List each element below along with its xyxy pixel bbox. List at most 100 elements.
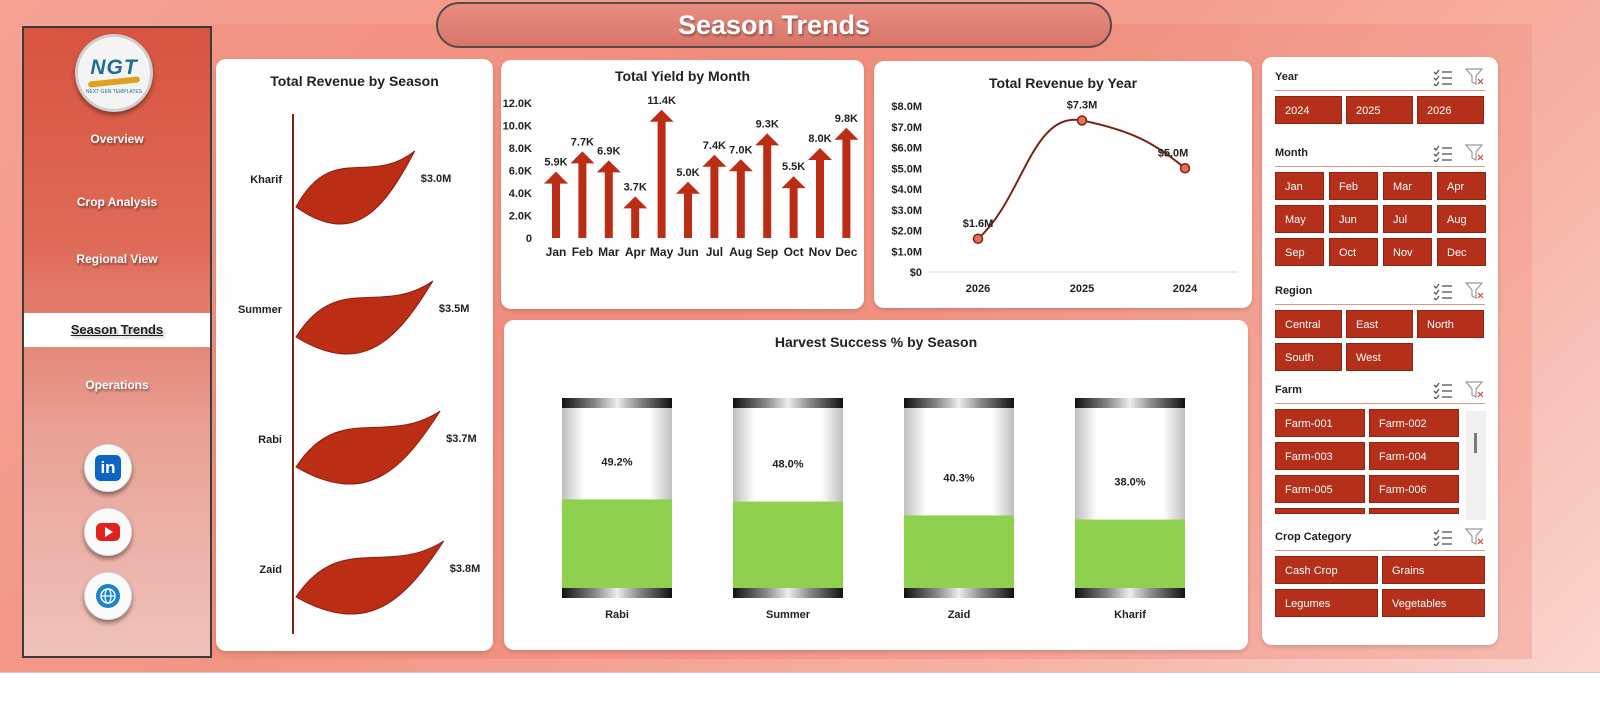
year-label: 2024 [1173,283,1198,295]
revenue-year-y-tick: $1.0M [891,246,922,258]
linkedin-button[interactable]: in [84,444,132,492]
website-button[interactable] [84,572,132,620]
clear-filter-icon[interactable] [1464,144,1485,162]
revenue-year-y-tick: $6.0M [891,143,922,155]
slicer-item-year[interactable]: 2024 [1275,96,1342,124]
gauge-fill-mark [562,499,672,588]
nav-item-regional-view[interactable]: Regional View [76,252,158,266]
clear-filter-icon[interactable] [1464,282,1485,300]
month-label: May [650,245,674,259]
nav-item-overview[interactable]: Overview [90,132,144,146]
logo: NGT NEXT GEN TEMPLATES [75,34,153,112]
slicer-label-year: Year [1275,71,1299,83]
yield-arrow-mark [570,151,595,238]
slicer-item-month[interactable]: Mar [1383,172,1432,200]
multi-select-icon[interactable] [1433,381,1453,400]
slicer-item-month[interactable]: Jul [1383,205,1432,233]
revenue-year-point [1179,163,1191,174]
revenue-year-y-tick: $5.0M [891,163,922,175]
sheet-bottom-area [0,672,1600,708]
slicer-item-farm[interactable]: Farm-002 [1369,409,1459,437]
yield-y-tick: 10.0K [503,121,532,133]
gauge-top-cap [733,398,843,408]
slicer-item-crop-category[interactable]: Legumes [1275,589,1378,617]
month-label: Dec [835,245,857,259]
nav-item-operations[interactable]: Operations [85,378,149,392]
season-label: Kharif [250,174,282,186]
slicer-item-year[interactable]: 2026 [1417,96,1484,124]
slicer-item-month[interactable]: Apr [1437,172,1486,200]
slicer-item-farm-partial[interactable] [1275,508,1365,514]
multi-select-icon[interactable] [1433,144,1453,163]
slicer-item-month[interactable]: Oct [1329,238,1378,266]
logo-subtext: NEXT GEN TEMPLATES [85,89,143,95]
farm-slicer-scroll-thumb[interactable] [1474,433,1477,453]
slicer-item-crop-category[interactable]: Cash Crop [1275,556,1378,584]
yield-y-tick: 12.0K [503,98,532,110]
harvest-success-title: Harvest Success % by Season [774,334,978,350]
slicer-item-region[interactable]: South [1275,343,1342,371]
yield-arrow-mark [623,196,648,238]
slicer-label-month: Month [1275,147,1308,159]
youtube-button[interactable] [84,508,132,556]
nav-item-season-trends[interactable]: Season Trends [24,313,210,347]
slicer-item-month[interactable]: Jan [1275,172,1324,200]
revenue-year-y-tick: $4.0M [891,184,922,196]
slicer-item-month[interactable]: Jun [1329,205,1378,233]
clear-filter-icon[interactable] [1464,381,1485,399]
month-label: Apr [625,245,646,259]
clear-filter-icon[interactable] [1464,68,1485,86]
slicer-item-crop-category[interactable]: Vegetables [1382,589,1485,617]
gauge-fill-mark [733,501,843,588]
multi-select-icon[interactable] [1433,528,1453,547]
slicer-item-crop-category[interactable]: Grains [1382,556,1485,584]
slicer-item-region[interactable]: Central [1275,310,1342,338]
slicer-item-month[interactable]: Feb [1329,172,1378,200]
yield-value-label: 11.4K [647,95,676,107]
slicer-item-region[interactable]: West [1346,343,1413,371]
slicer-header-farm: Farm [1275,379,1485,404]
revenue-year-y-tick: $8.0M [891,101,922,113]
farm-slicer-scrollbar[interactable] [1466,411,1486,520]
slicer-item-farm[interactable]: Farm-001 [1275,409,1365,437]
harvest-success-card: Harvest Success % by Season 49.2% Rabi 48.… [504,320,1248,650]
revenue-by-season-chart: Kharif $3.0M Summer $3.5M Rabi $3.7M Zaid $3.8M [238,114,480,634]
multi-select-icon[interactable] [1433,68,1453,87]
revenue-year-point [1076,115,1088,126]
slicer-item-month[interactable]: Sep [1275,238,1324,266]
yield-y-tick: 2.0K [509,211,532,223]
month-label: Jul [706,245,723,259]
revenue-value-label: $3.5M [439,303,470,315]
slicer-item-month[interactable]: Dec [1437,238,1486,266]
slicer-item-farm[interactable]: Farm-006 [1369,475,1459,503]
yield-arrow-mark [834,127,859,238]
season-label: Summer [238,304,283,316]
clear-filter-icon[interactable] [1464,528,1485,546]
yield-arrow-mark [544,171,568,238]
slicer-item-farm[interactable]: Farm-004 [1369,442,1459,470]
slicer-item-farm[interactable]: Farm-005 [1275,475,1365,503]
revenue-flag-mark [295,410,441,485]
multi-select-icon[interactable] [1433,282,1453,301]
yield-by-month-title: Total Yield by Month [614,68,751,84]
gauge-bottom-cap [1075,588,1185,598]
slicer-item-region[interactable]: East [1346,310,1413,338]
slicer-item-farm-partial[interactable] [1369,508,1459,514]
slicer-header-month: Month [1275,142,1485,167]
revenue-year-y-tick: $2.0M [891,226,922,238]
month-label: Nov [809,245,832,259]
slicer-item-month[interactable]: Aug [1437,205,1486,233]
revenue-by-year-chart: $0 $1.0M $2.0M $3.0M $4.0M $5.0M $6.0M $7.0M $8.… [891,100,1238,295]
revenue-flag-mark [295,150,416,225]
slicer-item-farm[interactable]: Farm-003 [1275,442,1365,470]
slicer-item-region[interactable]: North [1417,310,1484,338]
slicer-item-year[interactable]: 2025 [1346,96,1413,124]
sidebar: NGT NEXT GEN TEMPLATES Overview Crop Ana… [22,26,212,658]
gauge-bottom-cap [733,588,843,598]
slicer-item-month[interactable]: Nov [1383,238,1432,266]
revenue-year-y-tick: $0 [910,267,922,279]
yield-value-label: 9.3K [756,118,779,130]
slicer-item-month[interactable]: May [1275,205,1324,233]
gauge-top-cap [904,398,1014,408]
nav-item-crop-analysis[interactable]: Crop Analysis [76,195,158,209]
